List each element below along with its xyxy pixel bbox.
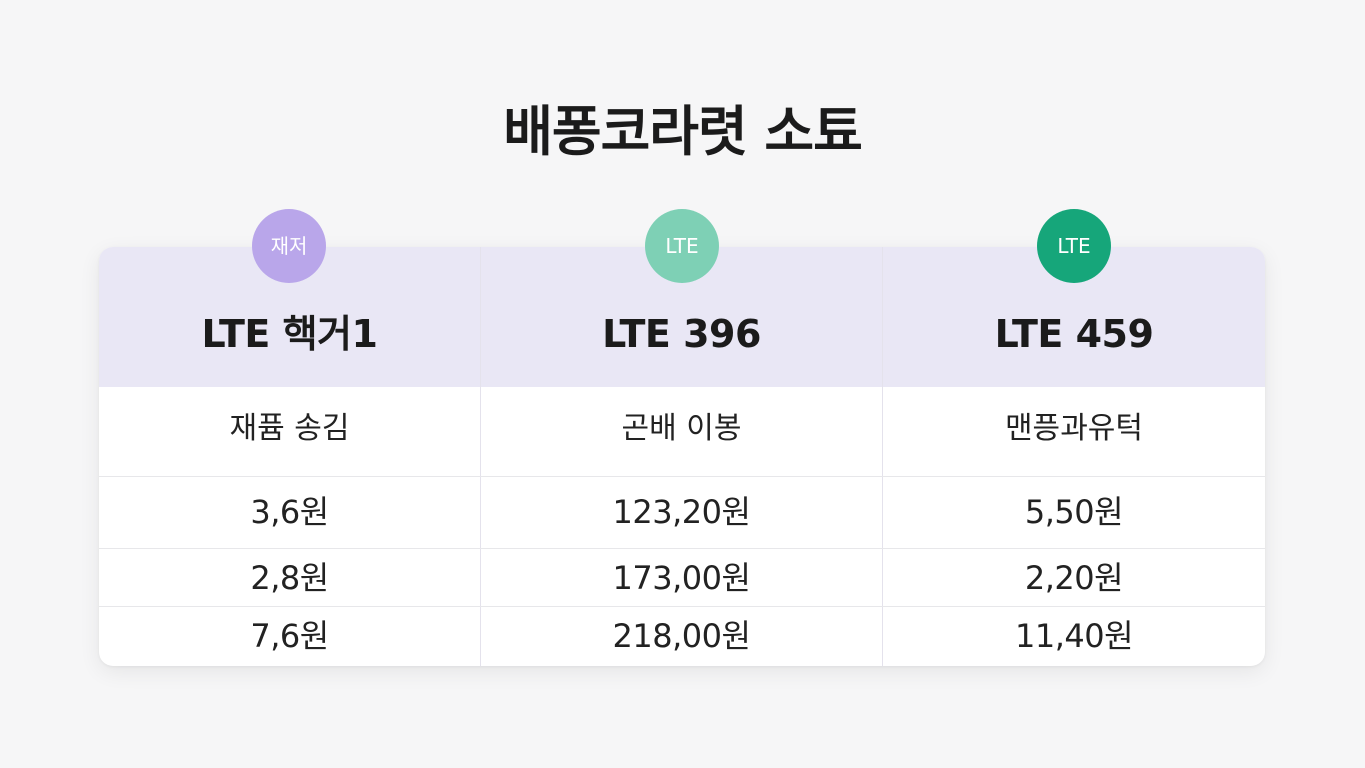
badge-circle: LTE xyxy=(1037,209,1111,283)
price-cell: 2,20원 xyxy=(1024,559,1124,597)
row-divider xyxy=(99,548,1265,549)
plan-name: LTE 핵거1 xyxy=(201,312,378,356)
plan-name: LTE 459 xyxy=(994,312,1154,356)
badge-circle: 재저 xyxy=(252,209,326,283)
price-cell: 11,40원 xyxy=(1014,617,1134,655)
price-cell: 7,6원 xyxy=(250,617,329,655)
price-cell: 173,00원 xyxy=(612,559,751,597)
price-cell: 218,00원 xyxy=(612,617,751,655)
price-cell: 5,50원 xyxy=(1024,493,1124,531)
pricing-table: LTE 핵거1 재퓸 송김 3,6원 2,8원 7,6원 LTE 396 곤배 … xyxy=(99,247,1265,666)
price-cell: 123,20원 xyxy=(612,493,751,531)
row-divider xyxy=(99,606,1265,607)
column-divider xyxy=(480,247,481,666)
row-divider xyxy=(99,476,1265,477)
column-divider xyxy=(882,247,883,666)
plan-subtitle: 재퓸 송김 xyxy=(229,411,350,446)
plan-subtitle: 맨픙과유턱 xyxy=(1005,411,1143,446)
price-cell: 2,8원 xyxy=(250,559,329,597)
plan-subtitle: 곤배 이봉 xyxy=(621,411,742,446)
badge-circle: LTE xyxy=(645,209,719,283)
page-title: 배퐁코라렷 소툐 xyxy=(503,100,863,163)
plan-name: LTE 396 xyxy=(602,312,761,356)
price-cell: 3,6원 xyxy=(250,493,329,531)
